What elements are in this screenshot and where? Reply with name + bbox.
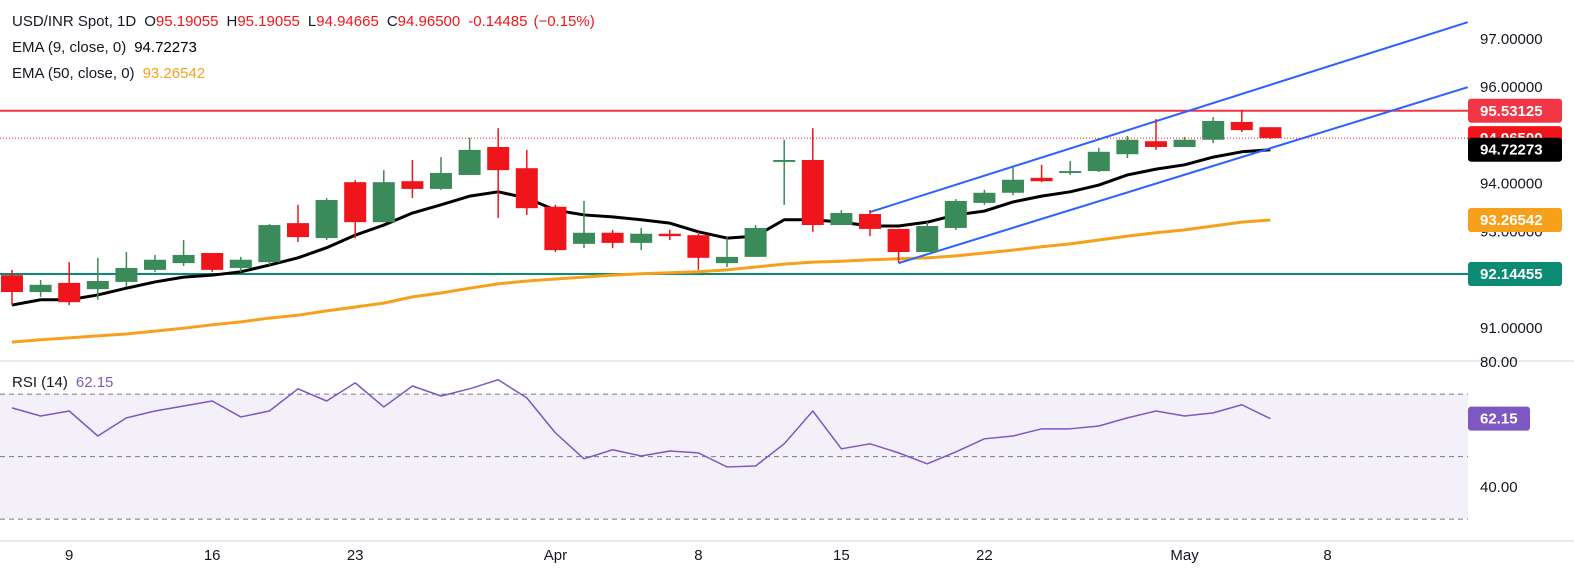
legend-rsi: RSI (14) 62.15 (12, 374, 113, 391)
candle-body (773, 160, 796, 162)
candle-body (287, 223, 309, 238)
y-tick-label: 91.00000 (1480, 320, 1543, 337)
legend-value: 93.26542 (143, 65, 206, 82)
candle-body (58, 282, 81, 303)
candle-body (1, 275, 23, 293)
candle-body (944, 200, 967, 228)
price-tag-label: 94.72273 (1480, 142, 1543, 159)
legend-name: EMA (9, close, 0) (12, 39, 126, 56)
y-tick-label: 96.00000 (1480, 79, 1543, 96)
ohlc-value: 95.19055 (237, 13, 300, 30)
x-tick-label: 22 (976, 547, 993, 564)
rsi-tick-label: 40.00 (1480, 479, 1518, 496)
ohlc-value: 94.94665 (316, 13, 379, 30)
candle-body (29, 284, 52, 293)
legend-ema9: EMA (9, close, 0) 94.72273 (12, 39, 197, 56)
candle-body (458, 149, 481, 175)
price-tag (1468, 207, 1562, 232)
legend-header: USD/INR Spot, 1D O95.19055 H95.19055 L94.94… (12, 13, 595, 30)
candle-body (144, 259, 166, 270)
ohlc-value: 94.96500 (398, 13, 461, 30)
ohlc-label: L (308, 13, 316, 30)
legend-ema50: EMA (50, close, 0) 93.26542 (12, 65, 205, 82)
price-tag-label: 92.14455 (1480, 266, 1543, 283)
legend-name: RSI (14) (12, 374, 68, 391)
trendline (898, 86, 1469, 265)
candle-body (1145, 141, 1167, 147)
candle-body (1059, 171, 1082, 174)
price-tag-label: 93.26542 (1480, 212, 1543, 229)
x-tick-label: 9 (65, 547, 73, 564)
overlay: 80.0040.0095.5312594.9650094.7227393.265… (1468, 98, 1562, 496)
rsi-tag (1468, 406, 1530, 431)
price-tag (1468, 137, 1562, 162)
candle-body (630, 233, 653, 243)
legend-name: EMA (50, close, 0) (12, 65, 135, 82)
change: -0.14485 (468, 13, 527, 30)
legend-value: 94.72273 (134, 39, 197, 56)
ema-line (11, 148, 1271, 307)
x-tick-label: 16 (204, 547, 221, 564)
change-percent: (−0.15%) (533, 13, 594, 30)
trendline (869, 21, 1469, 214)
x-tick-label: 8 (694, 547, 702, 564)
x-tick-label: Apr (544, 547, 567, 564)
ohlc-value: 95.19055 (156, 13, 219, 30)
symbol: USD/INR Spot, 1D (12, 13, 136, 30)
candle-body (1259, 127, 1282, 139)
candle-body (344, 182, 367, 223)
candle-body (115, 267, 138, 282)
y-tick-label: 94.00000 (1480, 176, 1543, 193)
candle-body (201, 253, 224, 270)
rsi-tag-label: 62.15 (1480, 411, 1518, 428)
candle-body (315, 200, 338, 239)
ema-line (11, 218, 1271, 344)
x-tick-label: May (1170, 547, 1199, 564)
candle-body (487, 146, 510, 171)
candle-body (573, 232, 595, 244)
candle-body (515, 168, 538, 209)
candle-body (1230, 121, 1253, 131)
ohlc-label: C (387, 13, 398, 30)
candle-body (172, 254, 195, 264)
candle-body (830, 213, 853, 226)
candle-body (1030, 177, 1053, 182)
candle-body (801, 160, 824, 226)
candle-body (744, 227, 767, 257)
x-tick-label: 8 (1323, 547, 1331, 564)
price-tag-label: 95.53125 (1480, 103, 1543, 120)
price-tag (1468, 98, 1562, 123)
x-tick-label: 15 (833, 547, 850, 564)
candle-body (601, 232, 624, 243)
candle-body (544, 206, 567, 251)
candle-body (229, 259, 252, 268)
x-tick-label: 23 (347, 547, 364, 564)
candle-body (258, 225, 281, 263)
candle-body (887, 228, 910, 253)
candle-body (1116, 139, 1139, 155)
y-tick-label: 97.00000 (1480, 31, 1543, 48)
candle-body (973, 192, 996, 203)
rsi-tick-label: 80.00 (1480, 354, 1518, 371)
ohlc-label: H (226, 13, 237, 30)
candle-body (372, 182, 395, 223)
candle-body (1173, 139, 1196, 147)
candle-body (1202, 120, 1225, 140)
candle-body (86, 280, 109, 290)
candle-body (916, 226, 939, 253)
candle-body (430, 173, 452, 189)
rsi-line (11, 379, 1271, 468)
candle-body (687, 235, 710, 258)
legend-value: 62.15 (76, 374, 114, 391)
candle-body (1002, 179, 1024, 193)
candle-body (401, 181, 424, 189)
ohlc-label: O (144, 13, 156, 30)
candle-body (658, 233, 681, 237)
candle-body (716, 256, 738, 264)
candle-body (859, 213, 881, 229)
candle-body (1087, 151, 1110, 172)
price-tag (1468, 261, 1562, 286)
